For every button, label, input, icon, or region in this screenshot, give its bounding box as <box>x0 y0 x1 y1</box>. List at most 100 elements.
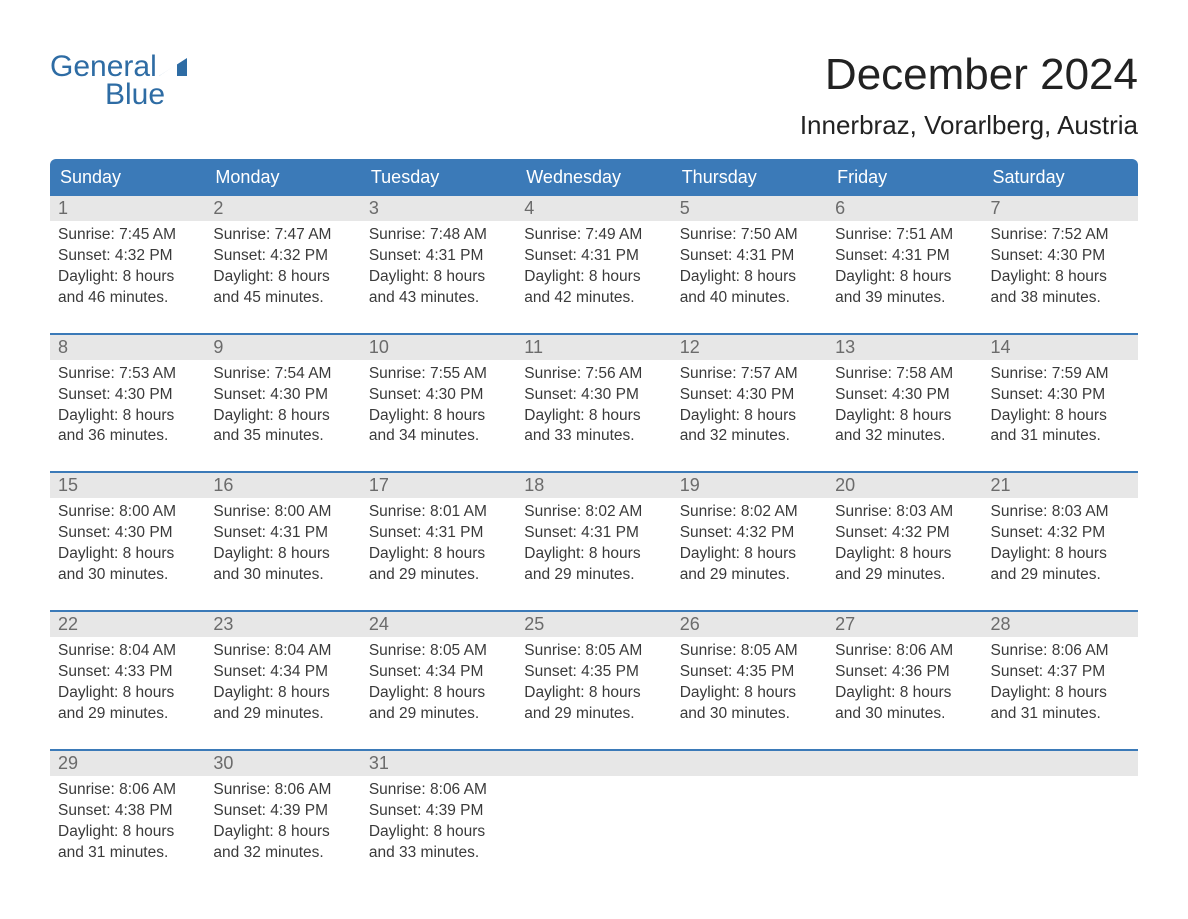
day-sunset: Sunset: 4:37 PM <box>991 662 1130 683</box>
day-d1: Daylight: 8 hours <box>58 544 197 565</box>
logo-text-2: Blue <box>105 78 165 112</box>
day-number: 7 <box>983 196 1138 221</box>
calendar-week: 8Sunrise: 7:53 AMSunset: 4:30 PMDaylight… <box>50 333 1138 454</box>
calendar-day: 5Sunrise: 7:50 AMSunset: 4:31 PMDaylight… <box>672 196 827 315</box>
calendar-day: 29Sunrise: 8:06 AMSunset: 4:38 PMDayligh… <box>50 751 205 870</box>
day-sunset: Sunset: 4:33 PM <box>58 662 197 683</box>
calendar-week: 1Sunrise: 7:45 AMSunset: 4:32 PMDaylight… <box>50 196 1138 315</box>
day-sunrise: Sunrise: 8:06 AM <box>58 780 197 801</box>
weekday-header: Tuesday <box>361 159 516 196</box>
day-sunrise: Sunrise: 7:58 AM <box>835 364 974 385</box>
day-d1: Daylight: 8 hours <box>524 267 663 288</box>
day-d1: Daylight: 8 hours <box>680 406 819 427</box>
calendar-day: 31Sunrise: 8:06 AMSunset: 4:39 PMDayligh… <box>361 751 516 870</box>
day-details: Sunrise: 8:01 AMSunset: 4:31 PMDaylight:… <box>361 498 516 592</box>
calendar-day: 3Sunrise: 7:48 AMSunset: 4:31 PMDaylight… <box>361 196 516 315</box>
day-sunset: Sunset: 4:34 PM <box>213 662 352 683</box>
day-number: 31 <box>361 751 516 776</box>
day-number: 28 <box>983 612 1138 637</box>
weekday-header: Wednesday <box>516 159 671 196</box>
day-sunrise: Sunrise: 8:05 AM <box>369 641 508 662</box>
day-details: Sunrise: 7:54 AMSunset: 4:30 PMDaylight:… <box>205 360 360 454</box>
day-d2: and 39 minutes. <box>835 288 974 309</box>
day-sunset: Sunset: 4:30 PM <box>991 385 1130 406</box>
day-sunrise: Sunrise: 8:06 AM <box>835 641 974 662</box>
day-details: Sunrise: 8:06 AMSunset: 4:39 PMDaylight:… <box>205 776 360 870</box>
day-details: Sunrise: 8:02 AMSunset: 4:31 PMDaylight:… <box>516 498 671 592</box>
day-sunrise: Sunrise: 8:03 AM <box>835 502 974 523</box>
day-sunset: Sunset: 4:32 PM <box>835 523 974 544</box>
weekday-header-row: Sunday Monday Tuesday Wednesday Thursday… <box>50 159 1138 196</box>
calendar-day: 6Sunrise: 7:51 AMSunset: 4:31 PMDaylight… <box>827 196 982 315</box>
day-number <box>983 751 1138 776</box>
day-details: Sunrise: 8:04 AMSunset: 4:33 PMDaylight:… <box>50 637 205 731</box>
day-sunset: Sunset: 4:35 PM <box>680 662 819 683</box>
day-number: 17 <box>361 473 516 498</box>
day-number: 1 <box>50 196 205 221</box>
day-d2: and 31 minutes. <box>991 426 1130 447</box>
calendar-day: 14Sunrise: 7:59 AMSunset: 4:30 PMDayligh… <box>983 335 1138 454</box>
day-sunrise: Sunrise: 7:59 AM <box>991 364 1130 385</box>
day-sunset: Sunset: 4:39 PM <box>213 801 352 822</box>
calendar-day: 4Sunrise: 7:49 AMSunset: 4:31 PMDaylight… <box>516 196 671 315</box>
day-sunrise: Sunrise: 7:49 AM <box>524 225 663 246</box>
day-sunrise: Sunrise: 8:01 AM <box>369 502 508 523</box>
day-number: 24 <box>361 612 516 637</box>
day-sunset: Sunset: 4:31 PM <box>524 246 663 267</box>
calendar-week: 29Sunrise: 8:06 AMSunset: 4:38 PMDayligh… <box>50 749 1138 870</box>
day-d1: Daylight: 8 hours <box>58 822 197 843</box>
day-sunset: Sunset: 4:30 PM <box>213 385 352 406</box>
calendar-day: 19Sunrise: 8:02 AMSunset: 4:32 PMDayligh… <box>672 473 827 592</box>
day-number <box>827 751 982 776</box>
day-number: 21 <box>983 473 1138 498</box>
day-d2: and 31 minutes. <box>58 843 197 864</box>
day-details: Sunrise: 8:03 AMSunset: 4:32 PMDaylight:… <box>827 498 982 592</box>
day-sunrise: Sunrise: 8:04 AM <box>58 641 197 662</box>
day-d2: and 30 minutes. <box>58 565 197 586</box>
day-d1: Daylight: 8 hours <box>213 822 352 843</box>
day-details: Sunrise: 8:02 AMSunset: 4:32 PMDaylight:… <box>672 498 827 592</box>
day-sunset: Sunset: 4:36 PM <box>835 662 974 683</box>
day-details: Sunrise: 7:56 AMSunset: 4:30 PMDaylight:… <box>516 360 671 454</box>
day-d1: Daylight: 8 hours <box>835 267 974 288</box>
location-subtitle: Innerbraz, Vorarlberg, Austria <box>800 110 1138 141</box>
day-details: Sunrise: 7:53 AMSunset: 4:30 PMDaylight:… <box>50 360 205 454</box>
day-sunrise: Sunrise: 7:51 AM <box>835 225 974 246</box>
day-number: 19 <box>672 473 827 498</box>
day-number: 2 <box>205 196 360 221</box>
day-d2: and 30 minutes. <box>213 565 352 586</box>
day-details: Sunrise: 7:57 AMSunset: 4:30 PMDaylight:… <box>672 360 827 454</box>
day-number: 23 <box>205 612 360 637</box>
day-d1: Daylight: 8 hours <box>369 267 508 288</box>
day-number: 6 <box>827 196 982 221</box>
calendar-day: 10Sunrise: 7:55 AMSunset: 4:30 PMDayligh… <box>361 335 516 454</box>
weekday-header: Friday <box>827 159 982 196</box>
day-sunrise: Sunrise: 8:05 AM <box>524 641 663 662</box>
day-sunrise: Sunrise: 7:55 AM <box>369 364 508 385</box>
day-details: Sunrise: 7:45 AMSunset: 4:32 PMDaylight:… <box>50 221 205 315</box>
calendar-page: General Blue December 2024 Innerbraz, Vo… <box>0 0 1188 919</box>
calendar-day: 25Sunrise: 8:05 AMSunset: 4:35 PMDayligh… <box>516 612 671 731</box>
day-number: 14 <box>983 335 1138 360</box>
day-d2: and 34 minutes. <box>369 426 508 447</box>
day-d2: and 45 minutes. <box>213 288 352 309</box>
day-sunset: Sunset: 4:31 PM <box>369 246 508 267</box>
calendar-day: 27Sunrise: 8:06 AMSunset: 4:36 PMDayligh… <box>827 612 982 731</box>
day-sunrise: Sunrise: 8:03 AM <box>991 502 1130 523</box>
day-number: 30 <box>205 751 360 776</box>
day-sunset: Sunset: 4:31 PM <box>369 523 508 544</box>
day-sunset: Sunset: 4:30 PM <box>835 385 974 406</box>
day-d2: and 31 minutes. <box>991 704 1130 725</box>
calendar-day: 24Sunrise: 8:05 AMSunset: 4:34 PMDayligh… <box>361 612 516 731</box>
day-d2: and 29 minutes. <box>991 565 1130 586</box>
day-d1: Daylight: 8 hours <box>991 544 1130 565</box>
day-d1: Daylight: 8 hours <box>213 683 352 704</box>
day-sunrise: Sunrise: 8:06 AM <box>213 780 352 801</box>
day-d2: and 29 minutes. <box>369 704 508 725</box>
day-d1: Daylight: 8 hours <box>213 267 352 288</box>
day-number: 10 <box>361 335 516 360</box>
day-sunrise: Sunrise: 7:50 AM <box>680 225 819 246</box>
day-number: 29 <box>50 751 205 776</box>
calendar-day: 28Sunrise: 8:06 AMSunset: 4:37 PMDayligh… <box>983 612 1138 731</box>
day-details: Sunrise: 7:50 AMSunset: 4:31 PMDaylight:… <box>672 221 827 315</box>
